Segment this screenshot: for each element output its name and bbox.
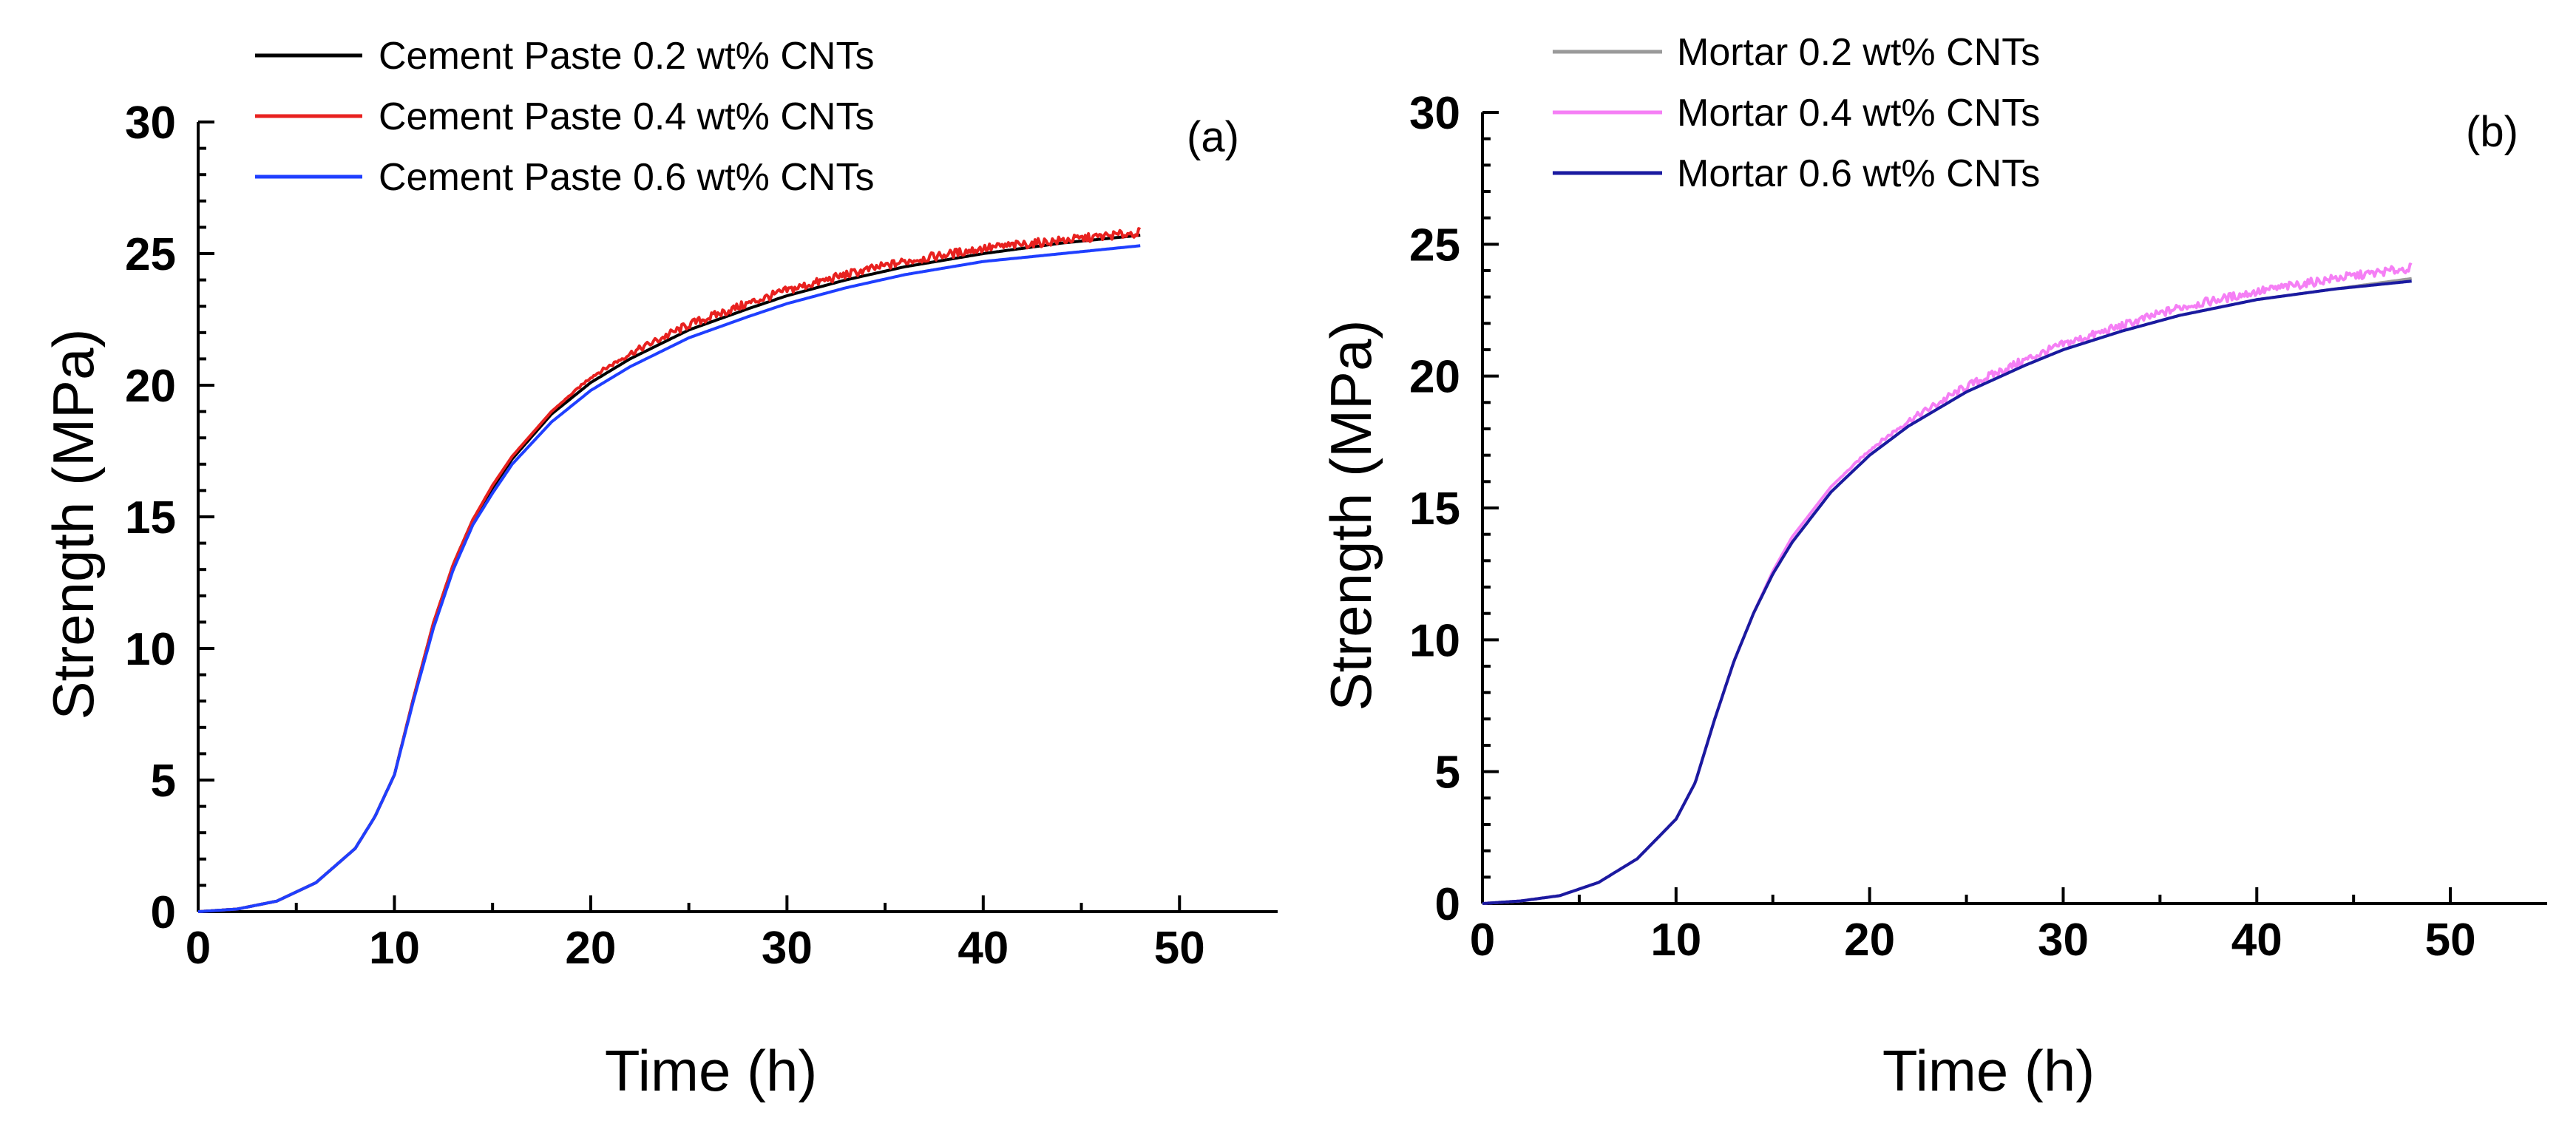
x-tick-label: 50 <box>1154 923 1205 974</box>
y-tick-label: 5 <box>151 756 176 807</box>
legend-label: Cement Paste 0.4 wt% CNTs <box>379 95 874 138</box>
panel-b: 0 10 20 30 40 50 0 5 10 15 20 25 30 Time (h) Strength … <box>1318 31 2547 1103</box>
y-tick-label: 10 <box>125 624 176 675</box>
y-tick-label: 20 <box>125 361 176 412</box>
y-axis-label: Strength (MPa) <box>41 329 106 720</box>
x-tick-label: 30 <box>2038 915 2089 966</box>
x-tick-label: 20 <box>1844 915 1895 966</box>
x-tick-label: 30 <box>762 923 813 974</box>
legend-label: Mortar 0.2 wt% CNTs <box>1677 31 2040 74</box>
panel-label: (a) <box>1187 113 1239 161</box>
legend-label: Cement Paste 0.6 wt% CNTs <box>379 156 874 199</box>
legend-label: Mortar 0.6 wt% CNTs <box>1677 152 2040 195</box>
y-tick-label: 5 <box>1435 748 1460 799</box>
y-tick-label: 30 <box>125 98 176 149</box>
x-tick-label: 10 <box>369 923 420 974</box>
y-tick-label: 25 <box>1409 220 1460 271</box>
legend-label: Cement Paste 0.2 wt% CNTs <box>379 35 874 78</box>
x-tick-label: 0 <box>1470 915 1495 966</box>
x-tick-label: 40 <box>2231 915 2282 966</box>
panel-label: (b) <box>2466 108 2518 156</box>
x-axis-label: Time (h) <box>1882 1038 2095 1103</box>
x-tick-label: 10 <box>1650 915 1701 966</box>
x-tick-label: 40 <box>957 923 1009 974</box>
series-line-3 <box>197 244 1141 913</box>
series-line-3 <box>1482 279 2412 905</box>
x-axis-label: Time (h) <box>605 1038 817 1103</box>
y-tick-label: 0 <box>151 887 176 938</box>
x-tick-label: 0 <box>186 923 211 974</box>
y-tick-label: 30 <box>1409 88 1460 139</box>
series-line-2 <box>197 227 1142 913</box>
y-axis-label: Strength (MPa) <box>1318 320 1383 711</box>
y-tick-label: 20 <box>1409 352 1460 403</box>
x-tick-label: 50 <box>2425 915 2476 966</box>
y-tick-label: 15 <box>125 492 176 543</box>
panel-a: 0 10 20 30 40 50 0 5 10 15 20 25 30 Time (h) Strength … <box>41 35 1278 1103</box>
legend-label: Mortar 0.4 wt% CNTs <box>1677 92 2040 135</box>
x-tick-label: 20 <box>565 923 616 974</box>
series-line-2 <box>1482 262 2413 905</box>
y-tick-label: 10 <box>1409 615 1460 666</box>
series-line-1 <box>1482 277 2412 905</box>
y-tick-label: 25 <box>125 229 176 280</box>
y-tick-label: 15 <box>1409 484 1460 535</box>
y-tick-label: 0 <box>1435 879 1460 930</box>
